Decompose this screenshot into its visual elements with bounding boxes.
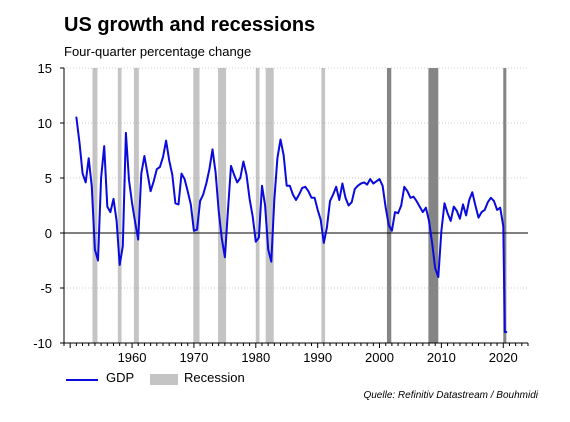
- chart-title: US growth and recessions: [64, 14, 316, 36]
- axes: [60, 67, 529, 348]
- recession-band-4: [193, 68, 200, 343]
- y-tick-label: -10: [33, 336, 52, 351]
- y-tick-label: 10: [38, 116, 52, 131]
- legend-gdp-label: GDP: [106, 370, 135, 385]
- x-tick-label: 2000: [365, 350, 394, 365]
- recession-band-3: [133, 68, 139, 343]
- recession-band-10: [428, 68, 439, 343]
- recession-band-9: [386, 68, 392, 343]
- y-tick-label: -5: [40, 281, 52, 296]
- recession-band-6: [255, 68, 260, 343]
- x-tick-label: 1960: [118, 350, 147, 365]
- x-tick-label: 1990: [303, 350, 332, 365]
- recession-bands: [92, 68, 507, 343]
- recession-band-11: [503, 68, 507, 343]
- recession-band-5: [218, 68, 227, 343]
- gdp-series: [75, 116, 508, 333]
- x-tick-labels: 1960 1970 1980 1990 2000 2010 2020: [118, 350, 518, 365]
- x-tick-label: 2020: [489, 350, 518, 365]
- legend-recession-swatch: [150, 374, 178, 385]
- y-tick-label: 15: [38, 61, 52, 76]
- recession-band-2: [117, 68, 122, 343]
- y-tick-labels: 15 10 5 0 -5 -10: [33, 61, 52, 351]
- recession-band-1: [92, 68, 98, 343]
- gridlines: [64, 67, 528, 289]
- source-note: Quelle: Refinitiv Datastream / Bouhmidi: [363, 390, 538, 401]
- x-tick-label: 1970: [179, 350, 208, 365]
- gdp-line: [75, 116, 508, 333]
- chart-subtitle: Four-quarter percentage change: [64, 44, 252, 59]
- recession-band-7: [265, 68, 274, 343]
- x-tick-label: 1980: [241, 350, 270, 365]
- x-tick-label: 2010: [427, 350, 456, 365]
- recession-band-8: [321, 68, 326, 343]
- legend-recession-label: Recession: [184, 370, 245, 385]
- legend-gdp-swatch: [66, 379, 98, 381]
- y-tick-label: 5: [45, 171, 52, 186]
- y-tick-label: 0: [45, 226, 52, 241]
